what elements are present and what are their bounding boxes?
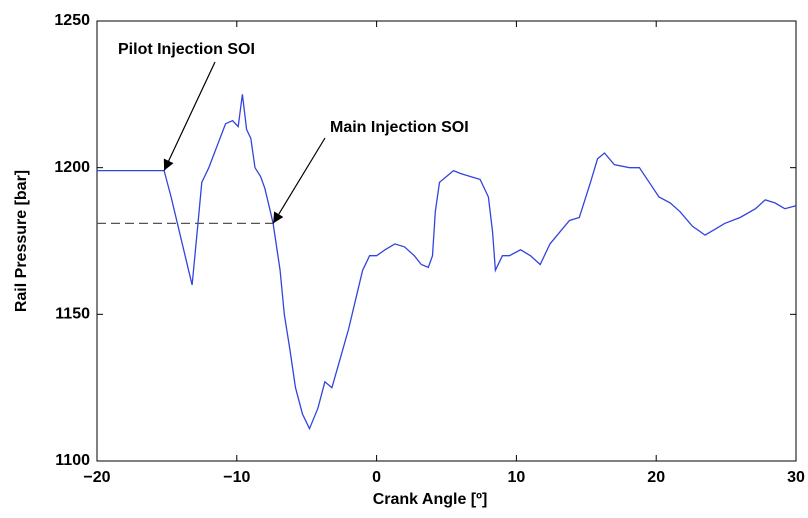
y-tick-label: 1150 xyxy=(55,306,90,323)
y-tick-label: 1200 xyxy=(54,159,90,176)
x-tick-label: 30 xyxy=(787,469,805,486)
annotation-text: Main Injection SOI xyxy=(330,119,469,136)
annotation-text: Pilot Injection SOI xyxy=(118,41,255,58)
annotation-arrow xyxy=(272,137,326,224)
x-tick-label: −10 xyxy=(223,469,250,486)
y-axis-label: Rail Pressure [bar] xyxy=(13,170,30,312)
x-tick-label: 10 xyxy=(508,469,526,486)
annotation-arrow xyxy=(163,61,216,171)
plot-frame xyxy=(96,20,797,462)
data-line xyxy=(97,94,797,431)
x-axis-label: Crank Angle [º] xyxy=(373,491,488,508)
x-tick-label: 20 xyxy=(647,469,665,486)
y-tick-label: 1100 xyxy=(55,452,90,469)
y-tick-label: 1250 xyxy=(54,12,90,29)
x-tick-label: 0 xyxy=(372,469,381,486)
x-tick-label: −20 xyxy=(83,469,110,486)
